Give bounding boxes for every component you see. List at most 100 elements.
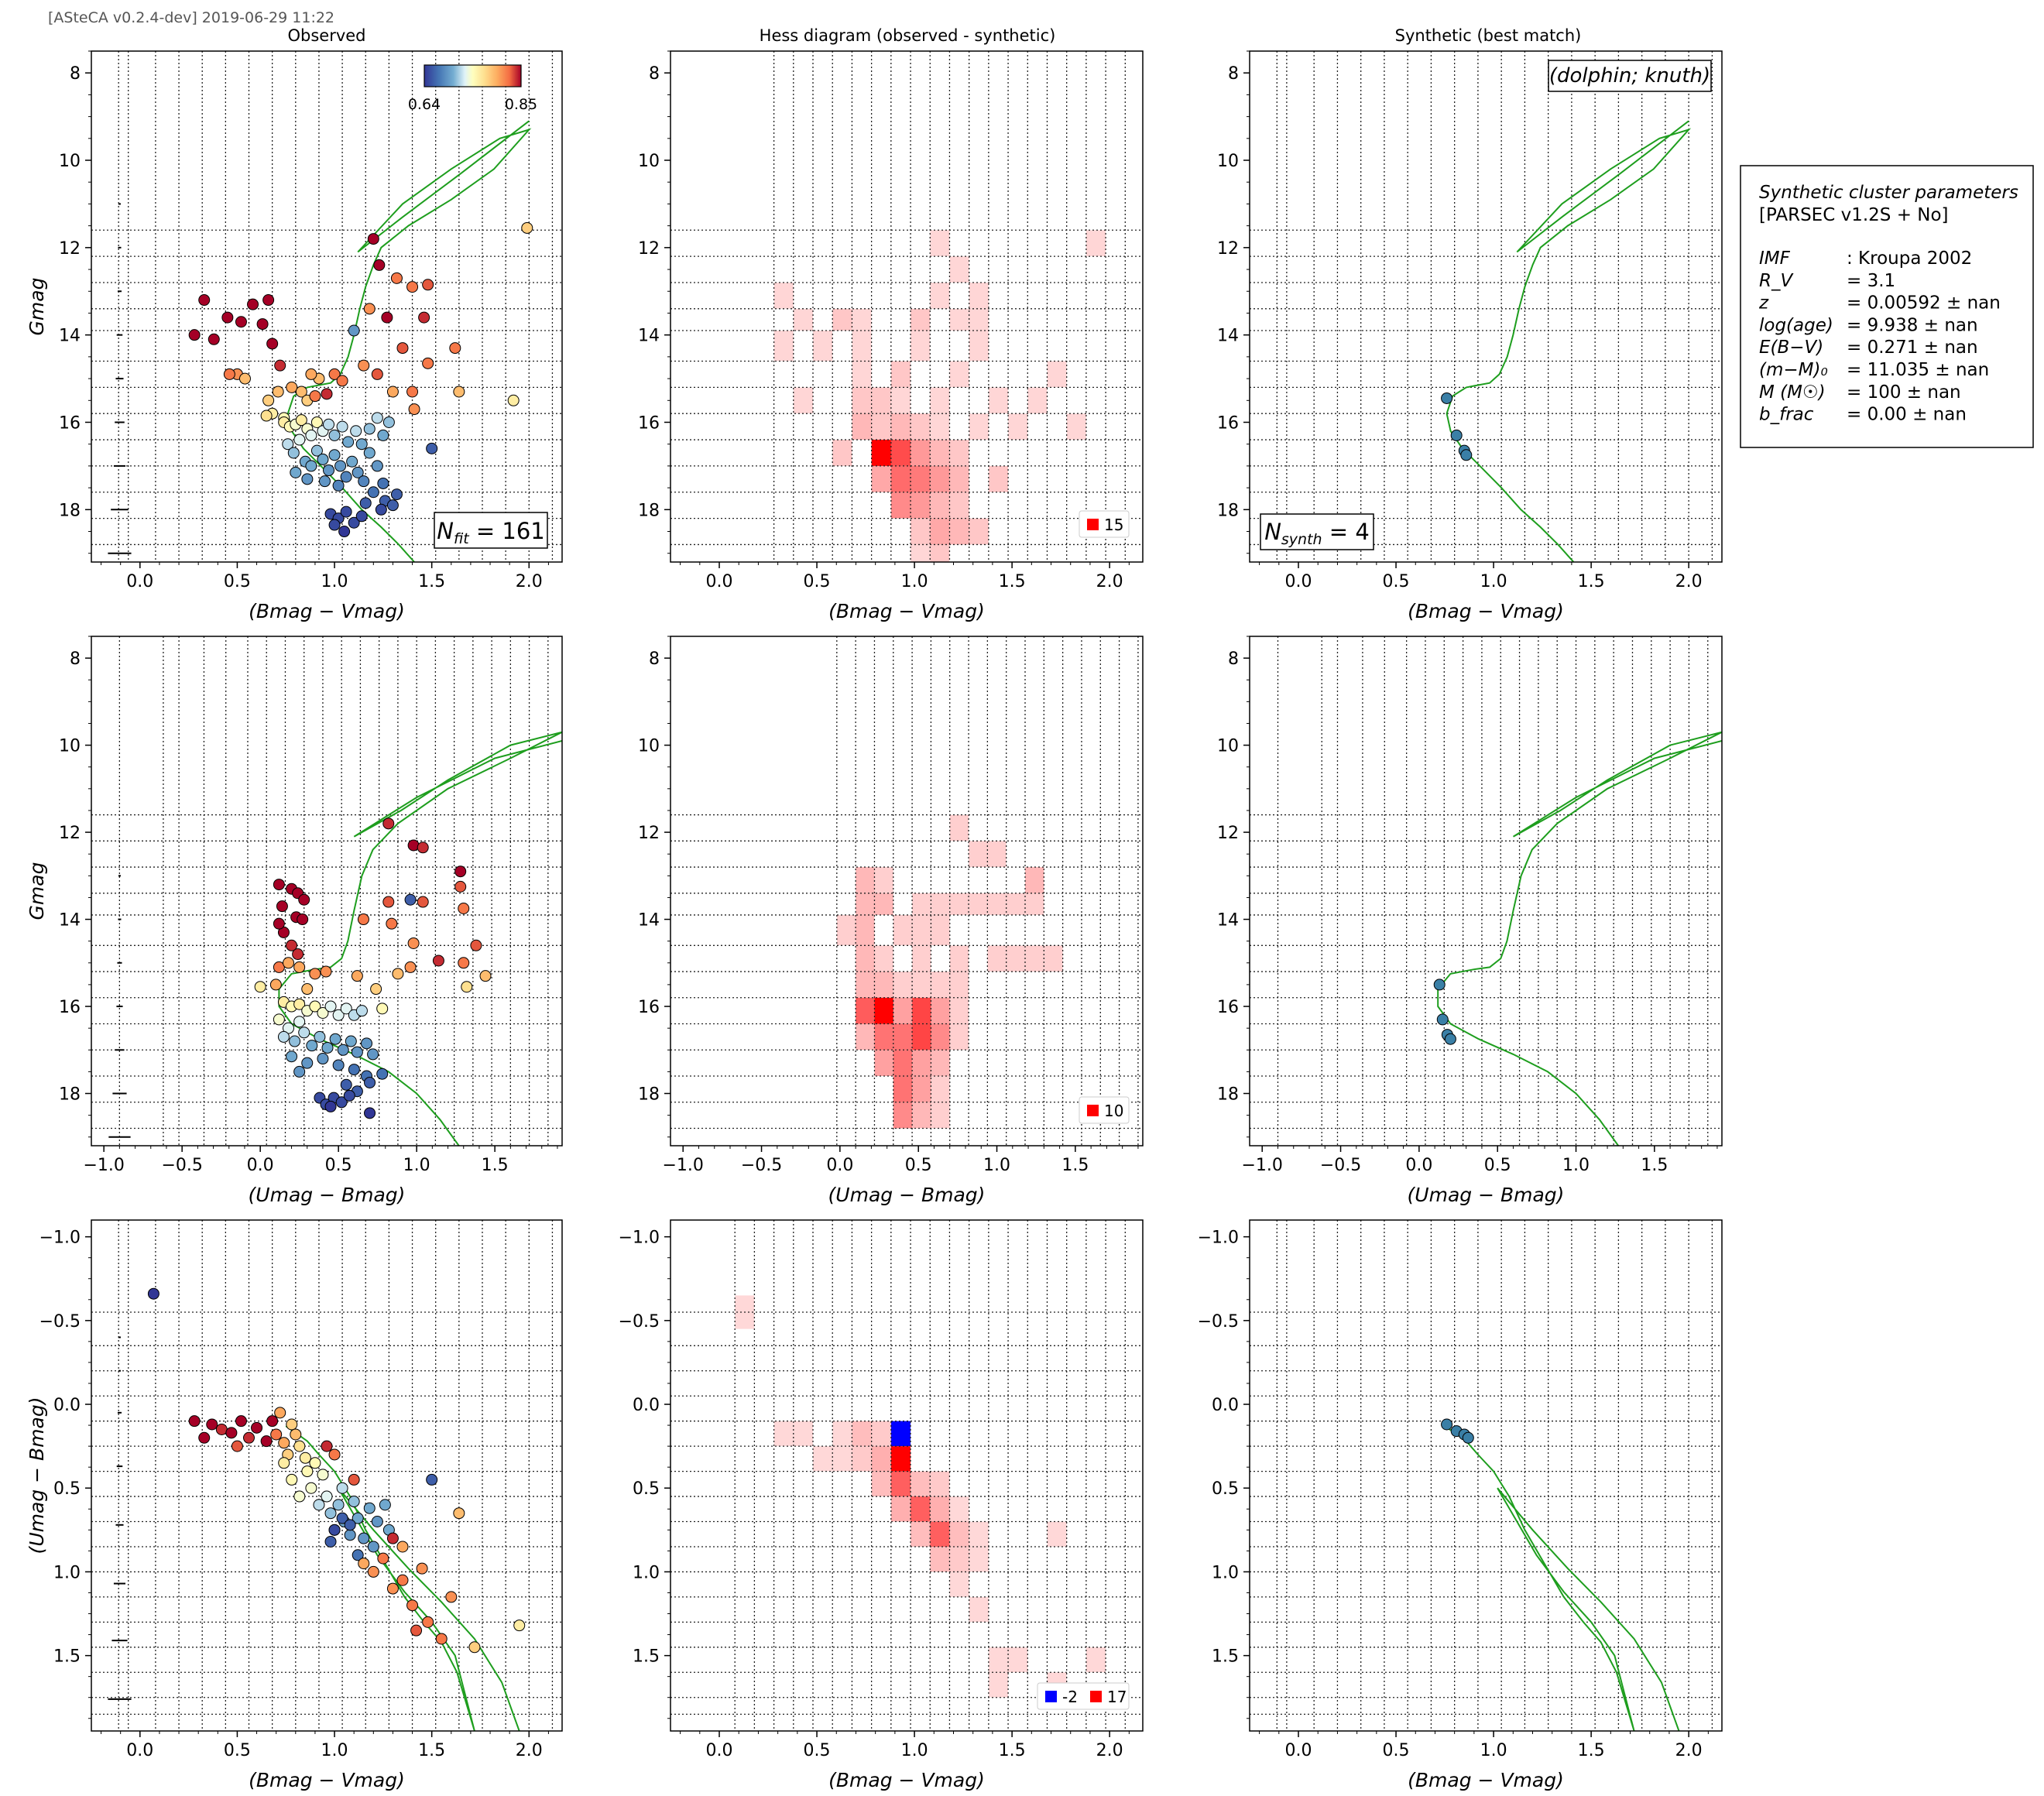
hess-cell: [931, 893, 950, 915]
star-point: [295, 414, 307, 427]
star-point: [417, 841, 429, 854]
hess-cell: [911, 465, 931, 492]
hess-cell: [874, 867, 893, 893]
hess-cell: [931, 1102, 950, 1129]
x-tick-label: 2.0: [1675, 1741, 1703, 1760]
hess-cell: [893, 1023, 913, 1051]
hess-cell: [874, 1050, 893, 1077]
hess-cell: [871, 1446, 891, 1472]
hess-cell: [852, 387, 872, 414]
hess-cell: [949, 1572, 969, 1597]
star-point: [357, 913, 369, 926]
panel-frame: [91, 636, 563, 1146]
hess-cell: [890, 1496, 911, 1522]
y-tick-label: 10: [59, 737, 81, 756]
plot-area: [1250, 1220, 1722, 1731]
hess-cell: [1027, 387, 1048, 414]
y-tick-label: 18: [638, 1085, 660, 1105]
x-tick-label: 1.0: [901, 572, 928, 591]
hess-cell: [893, 972, 913, 998]
x-tick-label: 0.0: [826, 1156, 853, 1175]
x-tick-label: 0.5: [905, 1156, 932, 1175]
hess-cell: [912, 945, 931, 972]
panel-frame: [1249, 1219, 1723, 1732]
x-tick-label: 1.5: [418, 1741, 445, 1760]
star-point: [283, 957, 295, 969]
hess-cell: [1047, 1521, 1067, 1547]
star-point: [348, 1473, 360, 1486]
y-tick-label: −1.0: [619, 1229, 660, 1248]
panel-frame: [1249, 636, 1723, 1146]
hess-cell: [773, 1421, 794, 1447]
hess-cell: [949, 1023, 969, 1051]
y-tick-label: 14: [1217, 911, 1239, 931]
hess-cell: [931, 1076, 950, 1102]
panel-hess-row1: 0.0 0.5 1.0 1.5 2.0 8 10 12 14 16 18 (Bmag − Vmag) 1…: [638, 50, 1144, 622]
star-point: [299, 1452, 311, 1464]
hess-cell: [949, 972, 969, 998]
star-point: [371, 368, 383, 380]
hess-cell: [912, 1050, 931, 1077]
x-tick-label: 1.0: [321, 572, 348, 591]
star-point: [377, 477, 389, 489]
star-point: [329, 1033, 341, 1045]
x-tick-label: 0.5: [1383, 1741, 1410, 1760]
y-tick-label: 12: [59, 824, 81, 843]
y-tick-label: 16: [638, 413, 660, 433]
star-point: [422, 1616, 434, 1628]
star-point: [370, 983, 382, 996]
star-point: [422, 357, 434, 369]
star-point: [1436, 1013, 1449, 1026]
y-tick-label: −0.5: [39, 1312, 81, 1332]
star-point: [340, 506, 352, 518]
star-point: [309, 1457, 321, 1469]
hess-cell: [912, 1102, 931, 1129]
hess-cell: [911, 518, 931, 545]
star-point: [306, 1040, 318, 1052]
star-point: [320, 965, 332, 978]
x-tick-label: 1.5: [1641, 1156, 1668, 1175]
hess-cell: [1047, 361, 1067, 388]
star-point: [1441, 1418, 1453, 1431]
star-point: [305, 429, 317, 441]
hess-cell: [1025, 867, 1044, 893]
star-point: [363, 1502, 376, 1514]
hess-cell: [911, 413, 931, 440]
hess-cell: [930, 1521, 950, 1547]
star-point: [309, 968, 321, 980]
hess-cell: [969, 413, 989, 440]
star-point: [382, 896, 395, 908]
star-point: [301, 983, 314, 996]
hess-cell: [969, 518, 989, 545]
colorbar-gradient: [424, 64, 522, 87]
y-tick-label: 1.5: [1212, 1647, 1239, 1667]
star-point: [367, 1048, 379, 1061]
star-point: [188, 329, 201, 341]
hess-cell: [793, 308, 814, 331]
y-tick-label: 8: [649, 64, 660, 84]
panel-observed-row2: −1.0 −0.5 0.0 0.5 1.0 1.5 8 10 12 14 16 18 (Umag − B…: [26, 636, 563, 1206]
y-tick-label: 1.0: [1212, 1563, 1239, 1582]
plot-area: [1250, 51, 1722, 562]
star-point: [426, 442, 438, 454]
star-point: [247, 298, 259, 310]
hess-cell: [871, 1421, 891, 1447]
x-tick-label: 0.5: [224, 1741, 251, 1760]
hess-cell: [874, 972, 893, 998]
hess-cell: [930, 413, 950, 440]
hess-cell: [852, 1446, 872, 1472]
x-tick-label: −1.0: [1242, 1156, 1283, 1175]
x-axis-label: (Umag − Bmag): [828, 1184, 986, 1206]
star-point: [390, 272, 403, 284]
param-value: = 3.1: [1847, 271, 1895, 291]
hess-cell: [912, 972, 931, 998]
hess-cell: [890, 1471, 911, 1497]
x-tick-label: 0.0: [706, 1741, 733, 1760]
hess-cell: [852, 1421, 872, 1447]
star-point: [453, 1507, 465, 1520]
star-point: [269, 979, 282, 991]
star-point: [344, 1519, 356, 1531]
hess-cell: [949, 440, 969, 466]
y-tick-label: 10: [638, 152, 660, 171]
star-point: [351, 970, 363, 982]
